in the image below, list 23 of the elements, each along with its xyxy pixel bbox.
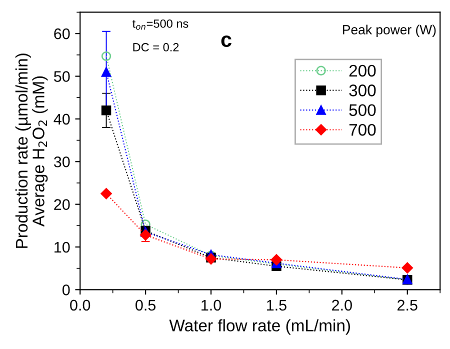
x-tick-label: 2.5 [398,300,418,311]
x-tick-label: 1.5 [267,300,286,311]
annotation: DC = 0.2 [133,43,179,52]
y-tick-label: 60 [54,28,70,40]
legend-label: 300 [349,84,376,96]
y-tick-label: 0 [62,284,70,296]
annotation: c [221,36,232,47]
x-tick-label: 2.0 [332,300,352,311]
annotation: t$_{on}$=500 ns [132,19,188,30]
y-tick-label: 10 [54,242,70,253]
legend-label: 500 [349,104,376,116]
legend-title: Peak power (W) [343,24,436,37]
y-tick-label: 40 [54,114,70,125]
y-axis-title: Production rate (µmol/min) Average H$_{2}$O$_{2}$ (mM) [15,54,48,248]
x-axis-title: Water flow rate (mL/min) [169,319,350,335]
legend-label: 700 [349,124,376,136]
x-tick-label: 1.0 [202,300,222,311]
x-tick-label: 0.0 [70,300,90,311]
y-tick-label: 20 [54,199,70,210]
legend-label: 200 [349,64,376,77]
x-tick-label: 0.5 [136,300,156,311]
y-tick-label: 50 [54,71,70,82]
y-tick-label: 30 [54,156,70,168]
